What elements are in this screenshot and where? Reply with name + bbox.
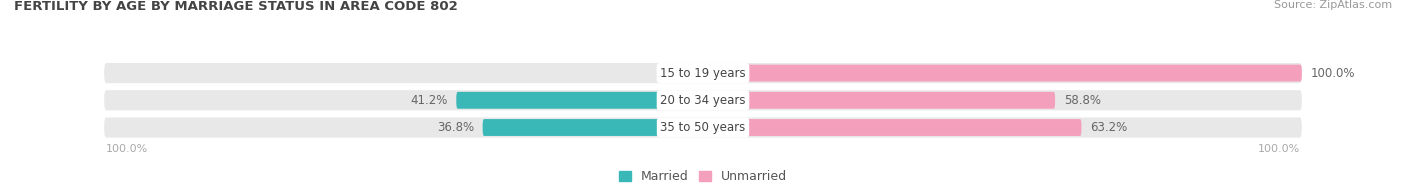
Legend: Married, Unmarried: Married, Unmarried bbox=[613, 165, 793, 188]
Text: 0.0%: 0.0% bbox=[665, 67, 695, 80]
Text: Source: ZipAtlas.com: Source: ZipAtlas.com bbox=[1274, 0, 1392, 10]
FancyBboxPatch shape bbox=[703, 65, 1302, 82]
Text: 35 to 50 years: 35 to 50 years bbox=[661, 121, 745, 134]
Text: 36.8%: 36.8% bbox=[437, 121, 474, 134]
FancyBboxPatch shape bbox=[482, 119, 703, 136]
FancyBboxPatch shape bbox=[703, 92, 1054, 109]
Text: 15 to 19 years: 15 to 19 years bbox=[661, 67, 745, 80]
Text: 100.0%: 100.0% bbox=[1310, 67, 1355, 80]
FancyBboxPatch shape bbox=[703, 119, 1081, 136]
Text: 41.2%: 41.2% bbox=[411, 94, 447, 107]
Text: FERTILITY BY AGE BY MARRIAGE STATUS IN AREA CODE 802: FERTILITY BY AGE BY MARRIAGE STATUS IN A… bbox=[14, 0, 458, 13]
Text: 58.8%: 58.8% bbox=[1064, 94, 1101, 107]
Text: 63.2%: 63.2% bbox=[1090, 121, 1128, 134]
FancyBboxPatch shape bbox=[104, 117, 1302, 138]
Text: 20 to 34 years: 20 to 34 years bbox=[661, 94, 745, 107]
FancyBboxPatch shape bbox=[104, 63, 1302, 83]
FancyBboxPatch shape bbox=[457, 92, 703, 109]
FancyBboxPatch shape bbox=[104, 90, 1302, 110]
